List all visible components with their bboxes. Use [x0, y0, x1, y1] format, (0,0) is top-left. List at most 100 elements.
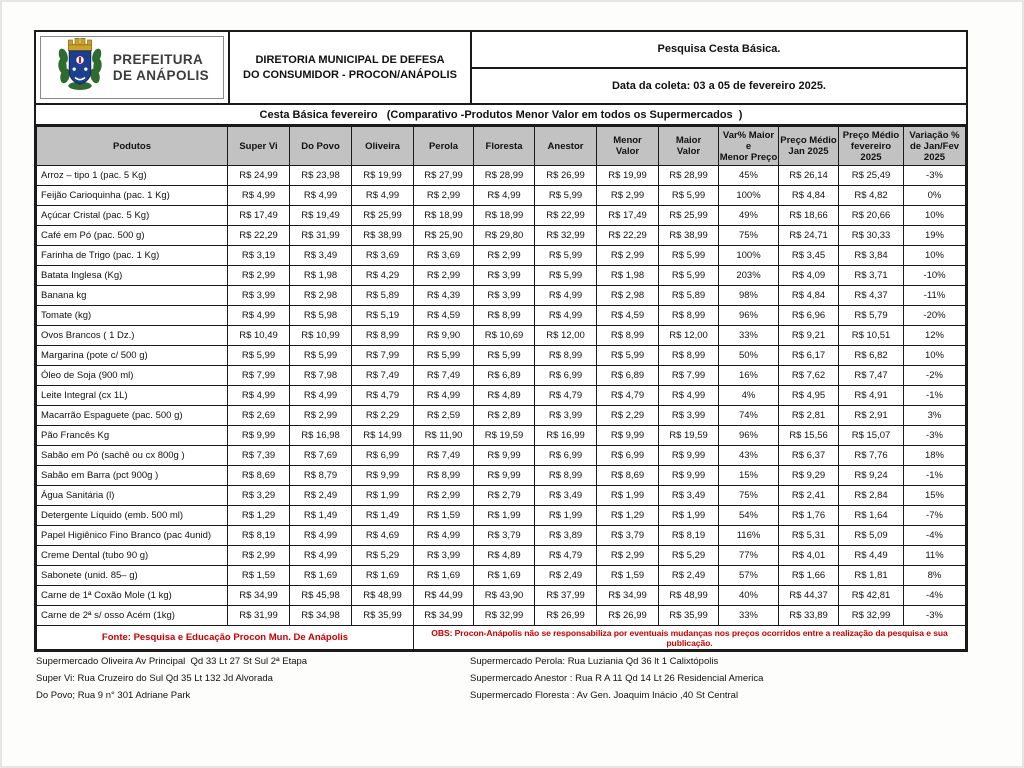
column-header-1: Super Vi [227, 126, 290, 166]
price-cell: R$ 42,81 [838, 585, 904, 606]
price-cell: R$ 1,29 [227, 505, 290, 526]
price-cell: R$ 5,99 [596, 345, 659, 366]
price-cell: R$ 2,84 [838, 485, 904, 506]
price-cell: R$ 2,99 [473, 245, 535, 266]
price-cell: R$ 2,49 [289, 485, 352, 506]
price-cell: R$ 6,82 [838, 345, 904, 366]
price-cell: 0% [903, 185, 966, 206]
price-cell: R$ 2,99 [596, 545, 659, 566]
price-cell: R$ 5,99 [534, 185, 597, 206]
price-cell: R$ 2,69 [227, 405, 290, 426]
price-cell: R$ 17,49 [227, 205, 290, 226]
price-cell: R$ 3,45 [778, 245, 839, 266]
price-cell: 45% [718, 165, 779, 186]
price-cell: R$ 16,98 [289, 425, 352, 446]
price-cell: R$ 4,79 [534, 385, 597, 406]
logo-line-2: DE ANÁPOLIS [112, 67, 210, 83]
product-name: Feijão Carioquinha (pac. 1 Kg) [36, 185, 228, 206]
price-cell: R$ 11,90 [413, 425, 474, 446]
prefeitura-logo: PREFEITURA DE ANÁPOLIS [40, 36, 224, 99]
product-name: Carne de 1ª Coxão Mole (1 kg) [36, 585, 228, 606]
price-cell: R$ 8,99 [658, 305, 719, 326]
price-cell: 96% [718, 425, 779, 446]
table-row: Tomate (kg) R$ 4,99 R$ 5,98 R$ 5,19 R$ 4,59 R… [36, 305, 966, 326]
price-cell: R$ 31,99 [289, 225, 352, 246]
collection-date: Data da coleta: 03 a 05 de fevereiro 202… [611, 79, 826, 92]
price-cell: 116% [718, 525, 779, 546]
price-cell: R$ 3,79 [473, 525, 535, 546]
price-cell: R$ 5,99 [658, 265, 719, 286]
price-cell: R$ 18,99 [413, 205, 474, 226]
price-comparison-table: Podutos Super Vi Do Povo Oliveira Perola Flor… [36, 126, 966, 650]
table-row: Feijão Carioquinha (pac. 1 Kg) R$ 4,99 R$ … [36, 185, 966, 206]
department-title: DIRETORIA MUNICIPAL DE DEFESA DO CONSUMI… [230, 32, 472, 103]
price-cell: R$ 2,41 [778, 485, 839, 506]
price-cell: R$ 16,99 [534, 425, 597, 446]
price-cell: R$ 33,89 [778, 605, 839, 626]
table-row: Açúcar Cristal (pac. 5 Kg) R$ 17,49 R$ 19,… [36, 205, 966, 226]
price-cell: R$ 19,99 [596, 165, 659, 186]
price-cell: R$ 37,99 [534, 585, 597, 606]
price-cell: R$ 3,69 [351, 245, 414, 266]
price-cell: R$ 8,69 [227, 465, 290, 486]
address-line: Supermercado Floresta : Av Gen. Joaquim … [470, 690, 739, 701]
price-cell: R$ 3,49 [534, 485, 597, 506]
price-cell: 10% [903, 205, 966, 226]
price-cell: R$ 29,80 [473, 225, 535, 246]
price-cell: R$ 4,79 [534, 545, 597, 566]
price-cell: R$ 1,49 [289, 505, 352, 526]
price-cell: -3% [903, 425, 966, 446]
price-cell: R$ 1,29 [596, 505, 659, 526]
price-cell: R$ 4,01 [778, 545, 839, 566]
table-row: Carne de 1ª Coxão Mole (1 kg) R$ 34,99 R$ … [36, 585, 966, 606]
price-cell: R$ 4,09 [778, 265, 839, 286]
price-cell: R$ 4,99 [289, 385, 352, 406]
price-cell: R$ 3,79 [596, 525, 659, 546]
price-cell: R$ 2,99 [413, 185, 474, 206]
price-cell: R$ 9,90 [413, 325, 474, 346]
price-cell: R$ 6,96 [778, 305, 839, 326]
price-cell: R$ 9,99 [658, 445, 719, 466]
price-cell: 3% [903, 405, 966, 426]
price-cell: R$ 4,49 [838, 545, 904, 566]
column-header-8: Maior Valor [658, 126, 719, 166]
price-cell: R$ 4,79 [596, 385, 659, 406]
table-row: Pão Francês Kg R$ 9,99 R$ 16,98 R$ 14,99 R$ … [36, 425, 966, 446]
price-cell: R$ 2,79 [473, 485, 535, 506]
price-cell: R$ 4,99 [658, 385, 719, 406]
price-cell: R$ 22,99 [534, 205, 597, 226]
price-cell: 33% [718, 325, 779, 346]
price-cell: R$ 26,99 [534, 165, 597, 186]
price-cell: R$ 3,19 [227, 245, 290, 266]
price-cell: R$ 30,33 [838, 225, 904, 246]
price-cell: R$ 43,90 [473, 585, 535, 606]
price-cell: R$ 3,99 [227, 285, 290, 306]
table-row: Papel Higiênico Fino Branco (pac 4unid) R… [36, 525, 966, 546]
table-row: Água Sanitária (l) R$ 3,29 R$ 2,49 R$ 1,99 R… [36, 485, 966, 506]
column-header-3: Oliveira [351, 126, 414, 166]
table-row: Arroz – tipo 1 (pac. 5 Kg) R$ 24,99 R$ 23,… [36, 165, 966, 186]
price-cell: R$ 1,66 [778, 565, 839, 586]
price-cell: R$ 4,99 [289, 185, 352, 206]
table-row: Sabão em Barra (pct 900g ) R$ 8,69 R$ 8,79… [36, 465, 966, 486]
price-cell: 4% [718, 385, 779, 406]
price-cell: R$ 2,91 [838, 405, 904, 426]
column-header-11: Preço Médio fevereiro 2025 [838, 126, 904, 166]
price-cell: R$ 20,66 [838, 205, 904, 226]
price-cell: R$ 6,89 [473, 365, 535, 386]
address-line: Super Vi: Rua Cruzeiro do Sul Qd 35 Lt 1… [36, 673, 273, 684]
price-cell: 15% [718, 465, 779, 486]
price-cell: R$ 35,99 [351, 605, 414, 626]
price-cell: R$ 7,49 [413, 365, 474, 386]
product-name: Detergente Líquido (emb. 500 ml) [36, 505, 228, 526]
price-cell: R$ 10,69 [473, 325, 535, 346]
price-cell: R$ 1,99 [473, 505, 535, 526]
table-row: Ovos Brancos ( 1 Dz.) R$ 10,49 R$ 10,99 R$ … [36, 325, 966, 346]
prefeitura-logo-text: PREFEITURA DE ANÁPOLIS [113, 52, 209, 84]
price-cell: R$ 5,19 [351, 305, 414, 326]
price-cell: R$ 3,69 [413, 245, 474, 266]
price-cell: R$ 9,99 [658, 465, 719, 486]
price-cell: R$ 34,99 [596, 585, 659, 606]
price-cell: R$ 27,99 [413, 165, 474, 186]
price-cell: R$ 3,99 [534, 405, 597, 426]
